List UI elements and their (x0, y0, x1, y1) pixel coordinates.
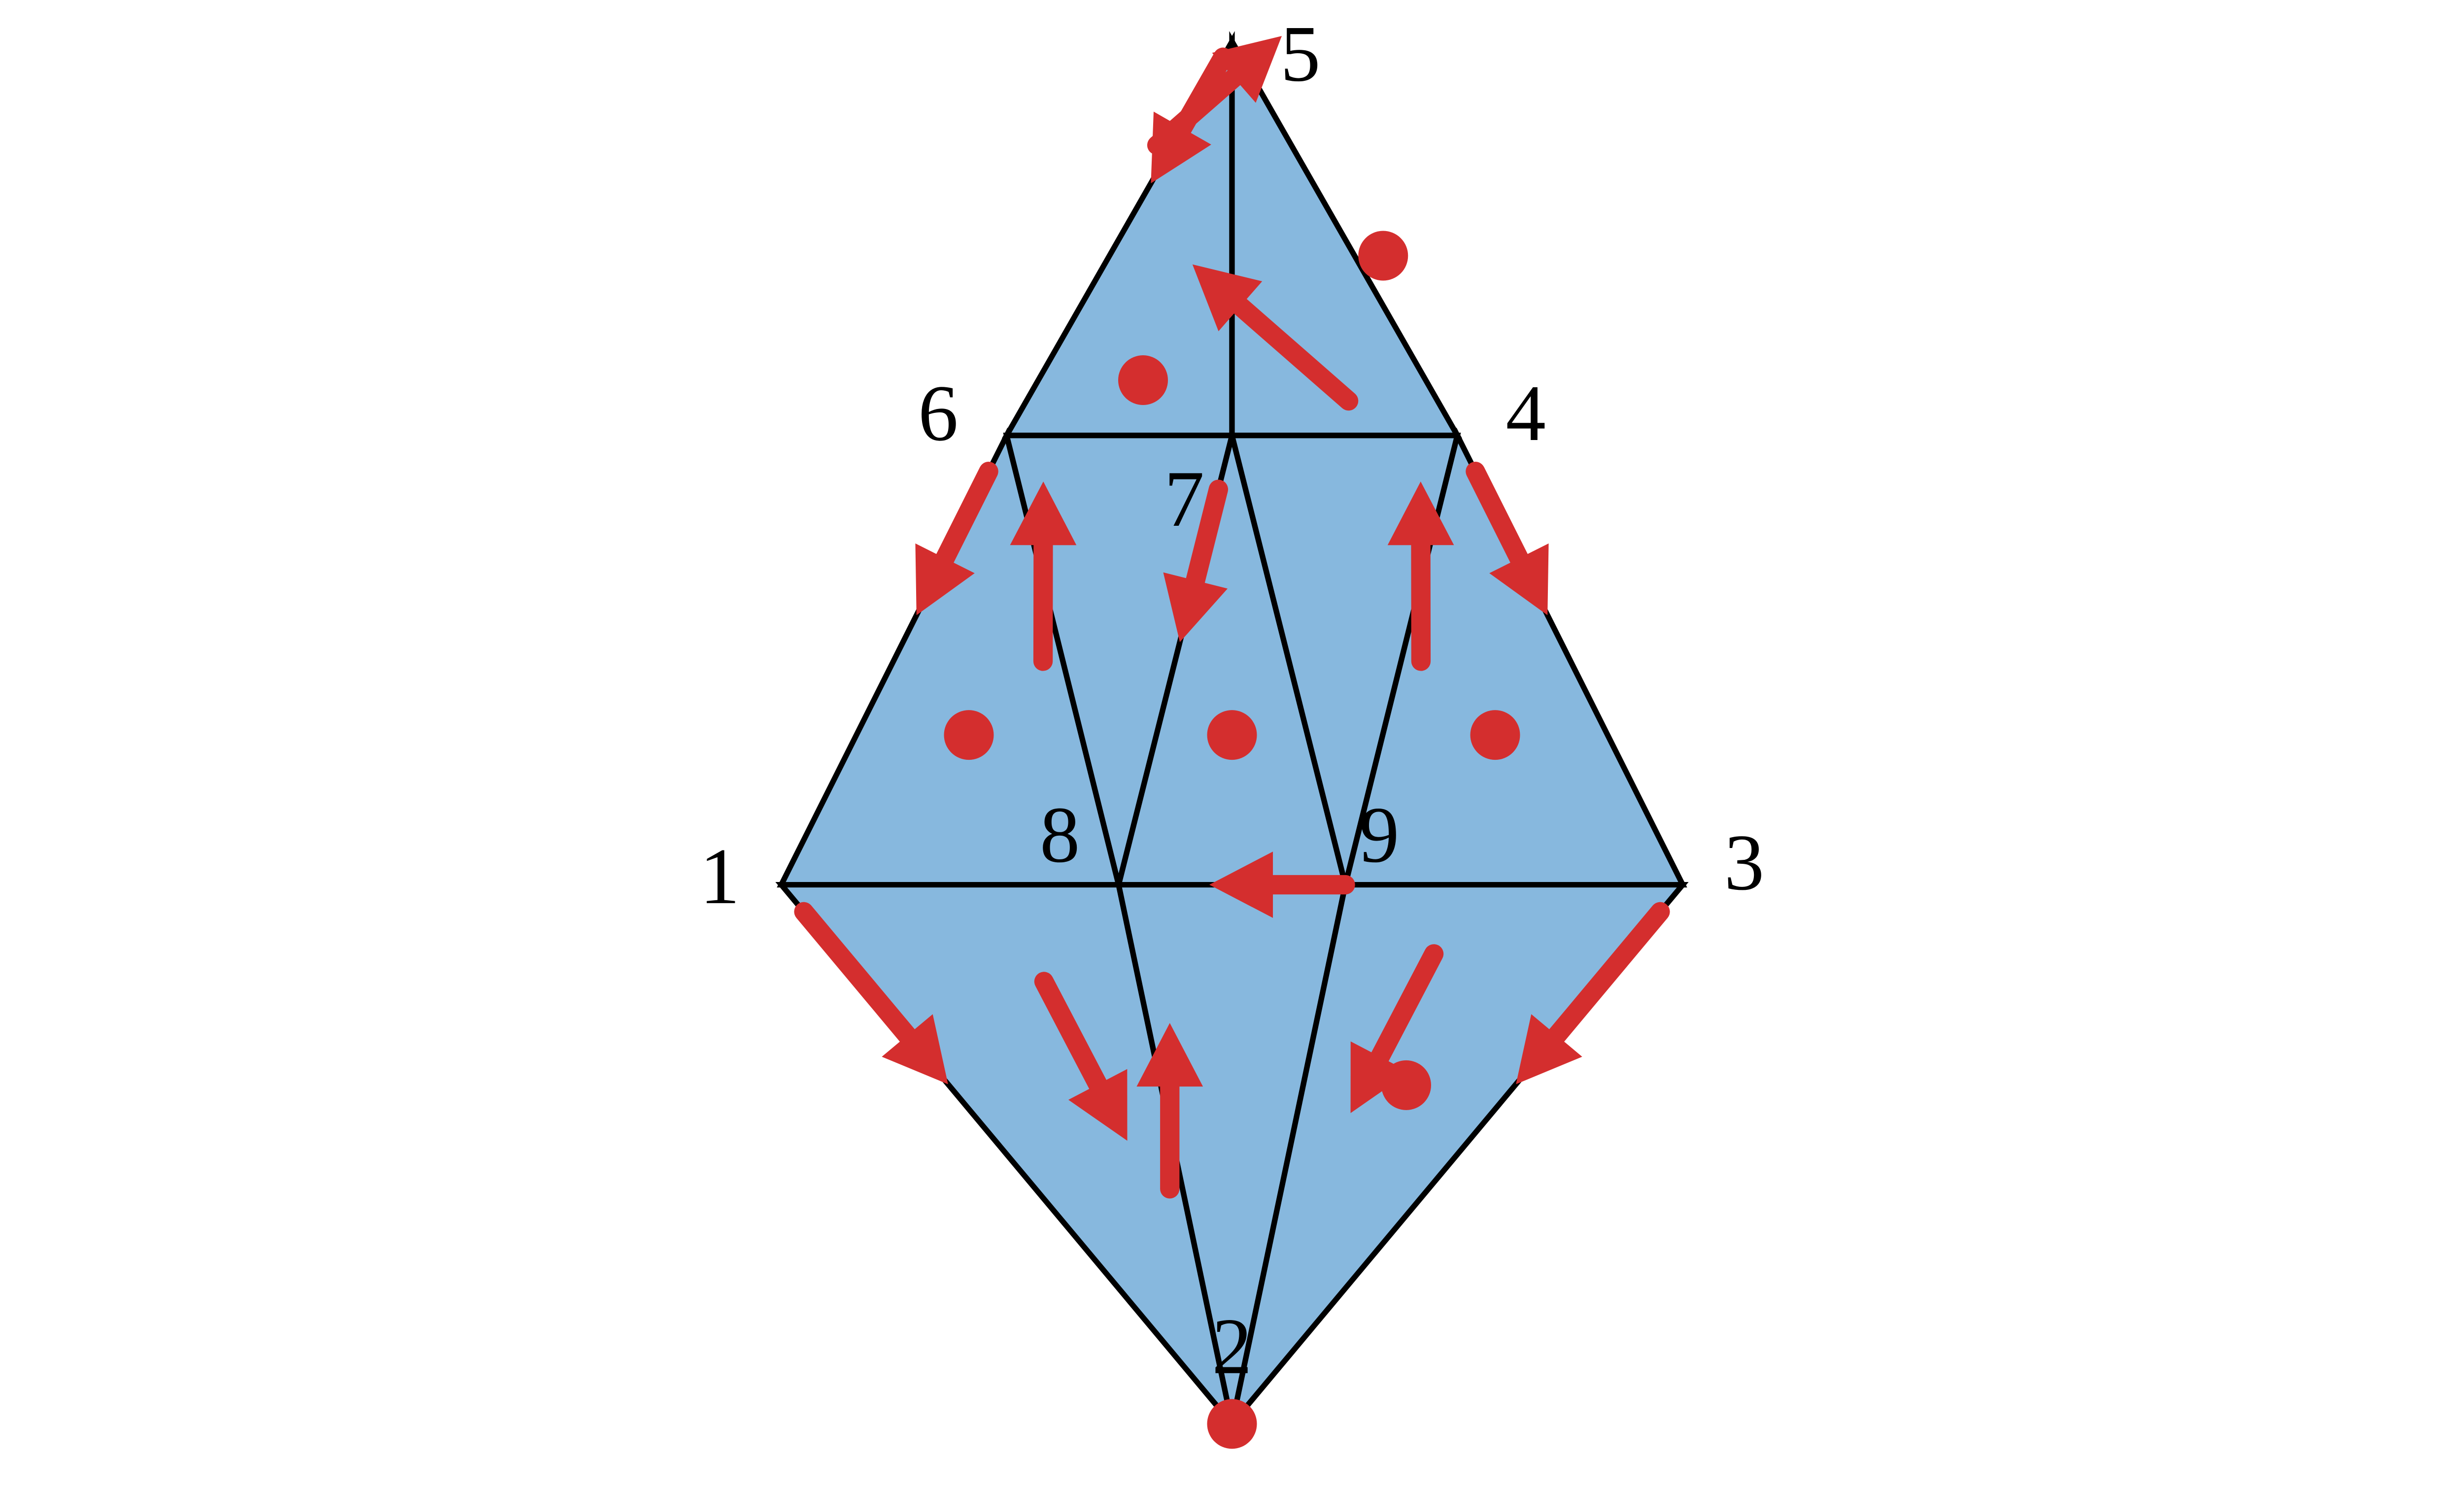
vertex-label-5: 5 (1280, 10, 1320, 99)
marker-dot (1381, 1060, 1431, 1110)
vertex-label-2: 2 (1212, 1302, 1252, 1391)
marker-dot (1470, 710, 1520, 760)
vertex-label-3: 3 (1724, 818, 1764, 907)
face (1232, 41, 1457, 436)
marker-dot (1207, 1399, 1257, 1449)
vertex-label-9: 9 (1359, 791, 1399, 880)
vertex-label-6: 6 (918, 369, 958, 458)
diagram-canvas: 1 2 3 4 5 6 7 8 9 (0, 0, 2464, 1493)
vertex-label-1: 1 (700, 832, 740, 921)
vertex-label-8: 8 (1040, 791, 1080, 880)
vertex-label-4: 4 (1506, 369, 1545, 458)
marker-dot (1207, 710, 1257, 760)
vertex-label-7: 7 (1164, 455, 1204, 543)
marker-dot (944, 710, 994, 760)
marker-dot (1358, 231, 1408, 281)
marker-dot (1118, 355, 1168, 405)
